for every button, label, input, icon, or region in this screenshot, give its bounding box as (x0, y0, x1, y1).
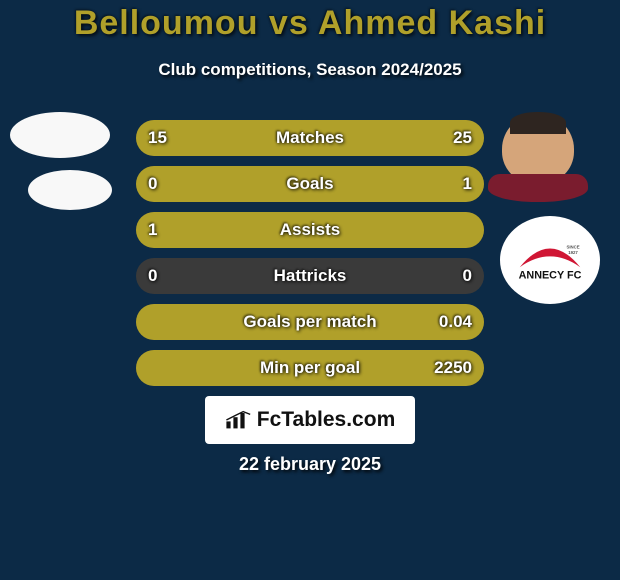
stage: Belloumou vs Ahmed Kashi Club competitio… (0, 0, 620, 580)
stat-row: 1525Matches (136, 120, 484, 156)
branding-text: FcTables.com (257, 408, 396, 432)
stat-row: 01Goals (136, 166, 484, 202)
svg-text:1927: 1927 (568, 250, 578, 255)
svg-text:SINCE: SINCE (566, 244, 579, 249)
stat-row: 1Assists (136, 212, 484, 248)
stat-label: Hattricks (136, 258, 484, 294)
stat-row: 0.04Goals per match (136, 304, 484, 340)
stat-label: Assists (136, 212, 484, 248)
page-title: Belloumou vs Ahmed Kashi (0, 4, 620, 43)
right-club-logo: ANNECY FC SINCE 1927 (500, 216, 600, 304)
page-subtitle: Club competitions, Season 2024/2025 (0, 60, 620, 80)
left-club-logo (28, 170, 112, 210)
svg-text:ANNECY FC: ANNECY FC (519, 270, 582, 282)
bars-icon (225, 410, 253, 430)
generation-date: 22 february 2025 (0, 454, 620, 475)
stat-label: Goals per match (136, 304, 484, 340)
stat-label: Goals (136, 166, 484, 202)
stat-row: 00Hattricks (136, 258, 484, 294)
stats-panel: 1525Matches 01Goals 1Assists 00Hattricks 0.0… (136, 120, 484, 396)
annecy-fc-icon: ANNECY FC SINCE 1927 (514, 224, 586, 296)
stat-label: Matches (136, 120, 484, 156)
branding-badge: FcTables.com (205, 396, 415, 444)
stat-row: 2250Min per goal (136, 350, 484, 386)
stat-label: Min per goal (136, 350, 484, 386)
right-player-avatar (488, 114, 588, 202)
left-player-avatar (10, 112, 110, 158)
